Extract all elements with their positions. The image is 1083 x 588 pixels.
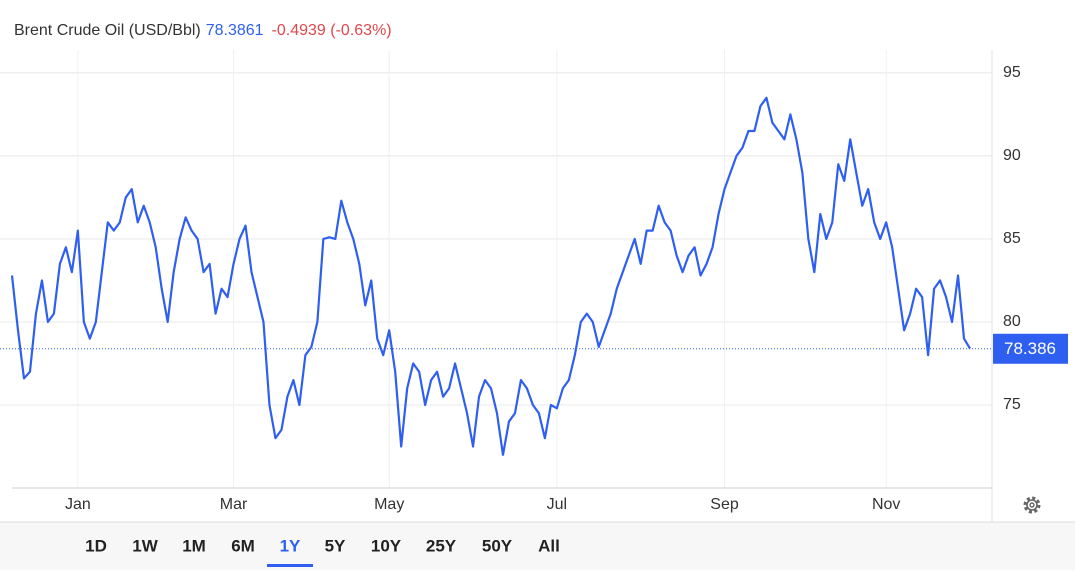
last-value-badge bbox=[993, 333, 1068, 364]
y-tick-label: 75 bbox=[1003, 396, 1021, 413]
toolbar bbox=[0, 522, 1075, 570]
header: Brent Crude Oil (USD/Bbl) 78.3861 -0.4939 … bbox=[14, 22, 392, 39]
range-button[interactable]: 5Y bbox=[325, 536, 346, 555]
last-value-label: 78.386 bbox=[1004, 339, 1056, 358]
range-button[interactable]: 1M bbox=[182, 536, 206, 555]
range-button[interactable]: 1D bbox=[85, 536, 107, 555]
x-tick-label: Sep bbox=[710, 496, 739, 513]
price: 78.3861 bbox=[206, 22, 264, 39]
range-button[interactable]: 25Y bbox=[426, 536, 457, 555]
x-tick-label: Jul bbox=[547, 496, 567, 513]
range-button[interactable]: 1Y bbox=[280, 536, 301, 555]
y-tick-label: 90 bbox=[1003, 147, 1021, 164]
x-tick-label: Nov bbox=[872, 496, 900, 513]
range-button[interactable]: 10Y bbox=[371, 536, 402, 555]
settings-icon[interactable] bbox=[1023, 496, 1041, 514]
range-button[interactable]: All bbox=[538, 536, 560, 555]
y-tick-label: 95 bbox=[1003, 64, 1021, 81]
range-underline bbox=[267, 564, 313, 567]
x-tick-label: Jan bbox=[65, 496, 91, 513]
range-button[interactable]: 1W bbox=[132, 536, 158, 555]
change: -0.4939 (-0.63%) bbox=[272, 22, 392, 39]
chart-title: Brent Crude Oil (USD/Bbl) bbox=[14, 22, 201, 39]
price-line bbox=[10, 96, 971, 456]
y-tick-label: 85 bbox=[1003, 230, 1021, 247]
x-tick-label: Mar bbox=[220, 496, 248, 513]
range-button[interactable]: 50Y bbox=[482, 536, 513, 555]
range-button[interactable]: 6M bbox=[231, 536, 255, 555]
y-tick-label: 80 bbox=[1003, 313, 1021, 330]
x-tick-label: May bbox=[374, 496, 404, 513]
